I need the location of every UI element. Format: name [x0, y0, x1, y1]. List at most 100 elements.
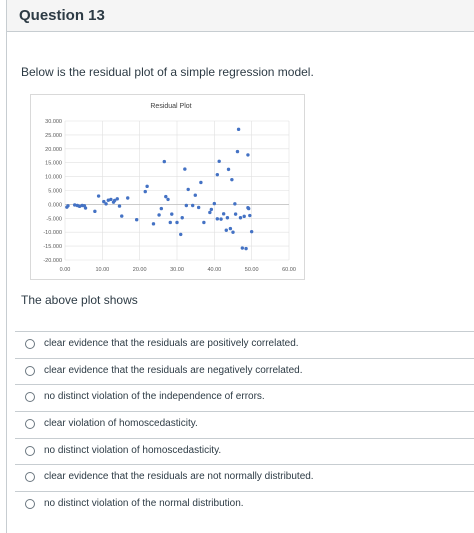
answer-label[interactable]: clear evidence that the residuals are ne… — [44, 364, 303, 376]
radio-button[interactable] — [25, 445, 35, 456]
answer-label[interactable]: clear evidence that the residuals are no… — [44, 471, 314, 483]
data-point — [112, 198, 117, 203]
data-point — [212, 201, 217, 206]
data-point — [193, 193, 197, 197]
data-point — [233, 202, 237, 206]
data-point — [199, 180, 203, 185]
data-point — [219, 217, 223, 221]
y-tick-label: -15.000 — [43, 244, 62, 250]
data-point — [196, 205, 201, 210]
x-tick-label: 40.00 — [207, 267, 221, 273]
data-point — [66, 204, 70, 208]
answer-label[interactable]: no distinct violation of the independenc… — [44, 391, 265, 403]
data-point — [117, 204, 122, 208]
answer-label[interactable]: clear evidence that the residuals are po… — [44, 338, 299, 349]
data-point — [217, 159, 221, 164]
radio-button[interactable] — [25, 365, 35, 376]
radio-button[interactable] — [25, 419, 35, 430]
data-point — [236, 127, 241, 132]
chart-title: Residual Plot — [150, 103, 191, 110]
y-tick-label: -20.000 — [43, 258, 62, 264]
answer-label[interactable]: no distinct violation of the normal dist… — [44, 498, 244, 510]
data-point — [221, 212, 226, 216]
data-point — [248, 213, 252, 218]
data-point — [180, 216, 184, 220]
data-point — [96, 194, 101, 198]
y-tick-label: -5.000 — [46, 216, 62, 222]
data-point — [104, 202, 108, 206]
data-point — [164, 194, 168, 199]
data-point — [120, 214, 124, 218]
data-point — [224, 228, 228, 232]
answer-option[interactable]: no distinct violation of homoscedasticit… — [15, 437, 474, 465]
answer-option[interactable]: clear evidence that the residuals are no… — [15, 464, 474, 491]
data-point — [209, 207, 214, 212]
data-point — [226, 167, 231, 172]
data-point — [215, 172, 220, 177]
data-point — [157, 213, 161, 217]
data-point — [249, 229, 254, 234]
data-point — [238, 216, 243, 220]
data-point — [228, 226, 233, 231]
question-prompt: Below is the residual plot of a simple r… — [21, 65, 314, 79]
data-point — [215, 217, 220, 221]
data-point — [170, 212, 174, 216]
y-tick-label: 5.000 — [48, 189, 62, 195]
x-tick-label: 50.00 — [245, 267, 259, 273]
data-point — [168, 220, 172, 225]
radio-button[interactable] — [25, 339, 35, 349]
y-tick-label: 10.000 — [45, 175, 62, 181]
data-point — [175, 220, 179, 225]
answer-label[interactable]: no distinct violation of homoscedasticit… — [44, 444, 222, 456]
y-tick-label: -10.000 — [43, 230, 62, 236]
data-point — [231, 230, 235, 234]
data-point — [106, 198, 111, 202]
x-tick-label: 30.00 — [170, 267, 184, 273]
y-tick-label: 15.000 — [45, 161, 62, 167]
data-point — [109, 197, 113, 202]
data-point — [166, 197, 170, 202]
answer-option[interactable]: clear violation of homoscedasticity. — [15, 411, 474, 438]
residual-plot-svg: Residual Plot 30.000 25.000 20.000 15.000 10… — [43, 103, 296, 273]
answer-option[interactable]: clear evidence that the residuals are po… — [15, 331, 474, 358]
data-point — [184, 203, 189, 208]
data-point — [159, 206, 164, 211]
data-point — [151, 222, 156, 226]
data-point — [143, 189, 147, 194]
data-point — [230, 177, 234, 182]
data-point — [202, 220, 206, 225]
answer-option[interactable]: no distinct violation of the normal dist… — [15, 491, 474, 518]
answer-option[interactable]: no distinct violation of the independenc… — [15, 384, 474, 411]
data-point — [190, 203, 195, 208]
data-point — [134, 217, 139, 222]
y-tick-label: 30.000 — [45, 119, 62, 125]
data-point — [235, 149, 240, 154]
data-point — [126, 196, 130, 200]
answer-option[interactable]: clear evidence that the residuals are ne… — [15, 357, 474, 385]
y-tick-label: 20.000 — [45, 147, 62, 153]
data-point — [183, 167, 187, 171]
radio-button[interactable] — [25, 392, 35, 403]
answer-label[interactable]: clear violation of homoscedasticity. — [44, 418, 198, 430]
data-point — [102, 199, 106, 204]
data-point — [240, 246, 245, 250]
data-point — [225, 216, 230, 220]
data-point — [186, 187, 190, 192]
radio-button[interactable] — [25, 472, 35, 483]
residual-plot-chart: Residual Plot 30.000 25.000 20.000 15.000 10… — [30, 94, 305, 280]
data-point — [115, 197, 119, 201]
followup-text: The above plot shows — [21, 293, 138, 307]
data-point — [233, 212, 238, 216]
x-tick-label: 0.00 — [60, 267, 71, 273]
data-point — [246, 206, 251, 211]
data-point — [162, 159, 167, 164]
data-point — [93, 209, 97, 214]
answer-list: clear evidence that the residuals are po… — [15, 331, 474, 518]
data-point — [244, 246, 248, 251]
data-point — [242, 214, 246, 219]
y-tick-label: 25.000 — [45, 133, 62, 139]
question-header: Question 13 — [7, 0, 474, 32]
x-tick-label: 10.00 — [95, 267, 109, 273]
radio-button[interactable] — [25, 499, 35, 510]
data-point — [77, 204, 82, 209]
